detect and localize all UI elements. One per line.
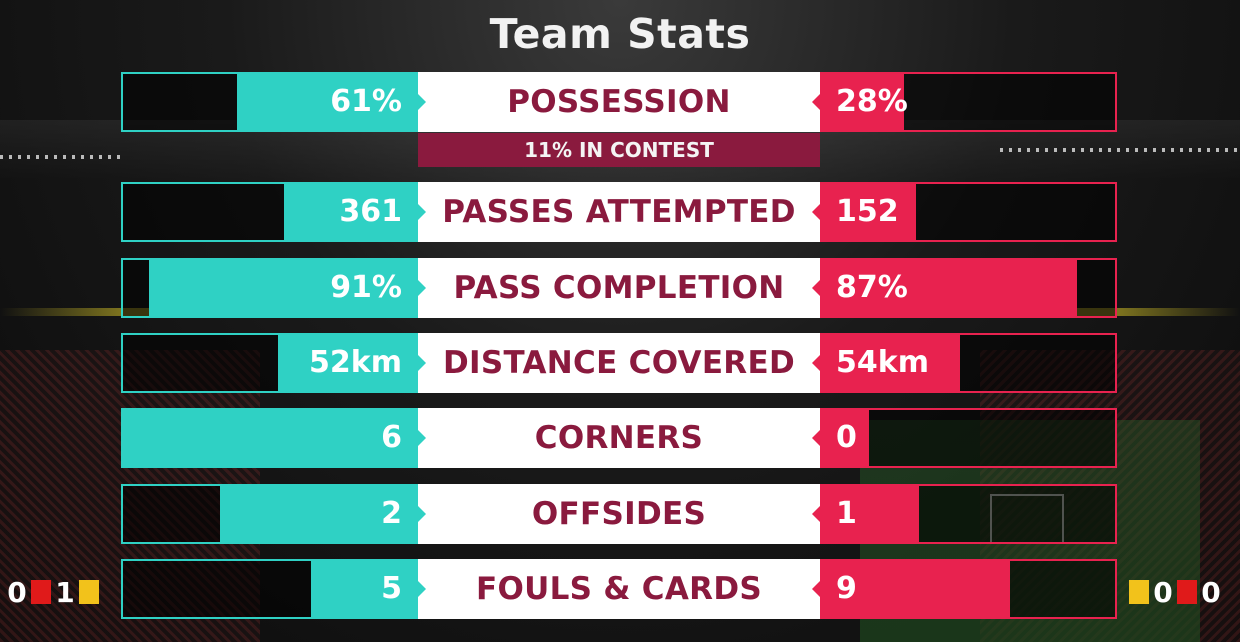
home-stat-fill [237,74,416,130]
stat-label: FOULS & CARDS [417,559,821,619]
home-stat-bar: 52km [121,333,418,393]
home-stat-bar: 61% [121,72,418,132]
away-stat-value: 28% [836,84,908,119]
stat-row: 6 CORNERS 0 [121,408,1117,468]
away-stat-value: 0 [836,420,857,455]
arrow-notch-icon [417,429,426,447]
home-stat-fill [149,260,416,316]
away-stat-value: 9 [836,571,857,606]
arrow-notch-icon [812,203,821,221]
floodlights-right [1000,148,1240,152]
away-stat-fill [822,486,919,542]
home-red-card-count: 0 [7,575,27,609]
arrow-notch-icon [417,279,426,297]
away-stat-value: 152 [836,194,899,229]
possession-contest-badge: 11% IN CONTEST [418,133,820,167]
home-stat-bar: 6 [121,408,418,468]
away-stat-value: 54km [836,345,929,380]
arrow-notch-icon [812,580,821,598]
home-stat-value: 5 [381,571,402,606]
stat-row: 5 FOULS & CARDS 9 [121,559,1117,619]
home-stat-value: 361 [339,194,402,229]
stat-row: 91% PASS COMPLETION 87% [121,258,1117,318]
stat-label: DISTANCE COVERED [417,333,821,393]
away-red-card-count: 0 [1201,575,1221,609]
away-stat-bar: 54km [820,333,1117,393]
arrow-notch-icon [417,354,426,372]
arrow-notch-icon [417,505,426,523]
stat-label: PASS COMPLETION [417,258,821,318]
home-yellow-card-count: 1 [55,575,75,609]
home-stat-value: 6 [381,420,402,455]
away-yellow-card-count: 0 [1153,575,1173,609]
away-stat-bar: 87% [820,258,1117,318]
home-stat-fill [278,335,416,391]
stat-label: PASSES ATTEMPTED [417,182,821,242]
home-stat-fill [311,561,416,617]
home-stat-bar: 2 [121,484,418,544]
away-stat-fill [822,561,1010,617]
away-stat-value: 1 [836,496,857,531]
away-stat-fill [822,260,1077,316]
arrow-notch-icon [417,580,426,598]
away-stat-fill [822,410,869,466]
away-stat-fill [822,335,960,391]
floodlights-left [0,155,120,159]
away-stat-bar: 28% [820,72,1117,132]
arrow-notch-icon [812,505,821,523]
arrow-notch-icon [812,354,821,372]
home-stat-fill [123,410,416,466]
stat-label: CORNERS [417,408,821,468]
yellow-card-icon [79,580,99,604]
home-stat-value: 61% [330,84,402,119]
home-stat-bar: 5 [121,559,418,619]
away-cards: 0 0 [1126,575,1222,609]
away-stat-fill [822,184,916,240]
stat-row: 361 PASSES ATTEMPTED 152 [121,182,1117,242]
page-title: Team Stats [489,10,751,58]
home-stat-fill [284,184,416,240]
home-stat-fill [220,486,416,542]
home-stat-value: 52km [309,345,402,380]
home-stat-value: 2 [381,496,402,531]
stat-label: OFFSIDES [417,484,821,544]
away-stat-fill [822,74,904,130]
arrow-notch-icon [417,93,426,111]
away-stat-value: 87% [836,270,908,305]
arrow-notch-icon [417,203,426,221]
away-stat-bar: 1 [820,484,1117,544]
arrow-notch-icon [812,429,821,447]
stat-row: 2 OFFSIDES 1 [121,484,1117,544]
red-card-icon [1177,580,1197,604]
stat-row: 52km DISTANCE COVERED 54km [121,333,1117,393]
stat-label: POSSESSION [417,72,821,132]
red-card-icon [31,580,51,604]
away-stat-bar: 0 [820,408,1117,468]
home-cards: 0 1 [6,575,102,609]
home-stat-bar: 91% [121,258,418,318]
arrow-notch-icon [812,93,821,111]
home-stat-bar: 361 [121,182,418,242]
away-stat-bar: 152 [820,182,1117,242]
home-stat-value: 91% [330,270,402,305]
arrow-notch-icon [812,279,821,297]
yellow-card-icon [1129,580,1149,604]
stat-row: 61% POSSESSION 28% [121,72,1117,132]
away-stat-bar: 9 [820,559,1117,619]
